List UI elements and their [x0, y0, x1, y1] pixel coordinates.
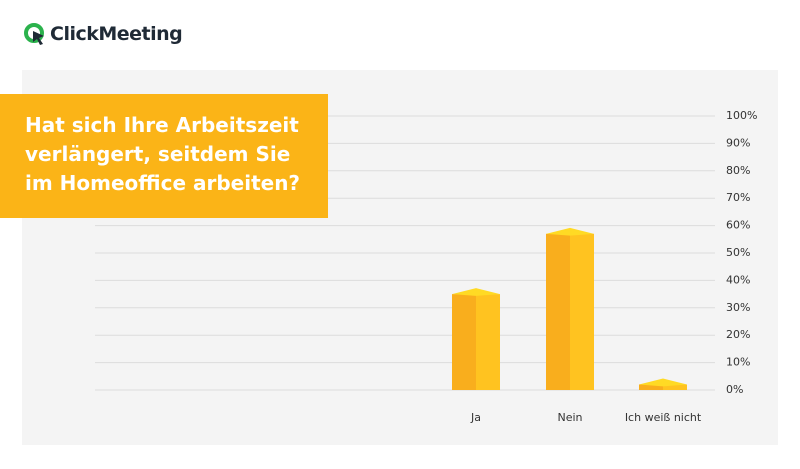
y-tick-label: 40% — [726, 273, 750, 286]
bar-left-face — [639, 384, 663, 390]
logo: ClickMeeting — [24, 22, 183, 46]
bar-top — [639, 378, 687, 387]
chart-title: Hat sich Ihre Arbeitszeit verlängert, se… — [0, 94, 328, 218]
y-tick-label: 100% — [726, 109, 757, 122]
y-tick-label: 30% — [726, 301, 750, 314]
logo-text: ClickMeeting — [50, 23, 183, 45]
bar-right-face — [663, 384, 687, 390]
y-tick-label: 0% — [726, 383, 743, 396]
y-tick-label: 80% — [726, 164, 750, 177]
y-tick-label: 60% — [726, 219, 750, 232]
x-tick-label: Ja — [470, 411, 481, 424]
x-tick-label: Nein — [557, 411, 582, 424]
bar-right-face — [570, 233, 594, 390]
y-tick-label: 20% — [726, 328, 750, 341]
y-tick-label: 70% — [726, 191, 750, 204]
y-tick-label: 90% — [726, 136, 750, 149]
y-tick-label: 50% — [726, 246, 750, 259]
bar-left-face — [546, 233, 570, 390]
logo-icon — [24, 23, 44, 45]
bar-right-face — [476, 294, 500, 390]
bar-top — [452, 288, 500, 296]
y-tick-label: 10% — [726, 356, 750, 369]
x-tick-label: Ich weiß nicht — [625, 411, 702, 424]
bar-left-face — [452, 294, 476, 390]
bar-top — [546, 227, 594, 236]
